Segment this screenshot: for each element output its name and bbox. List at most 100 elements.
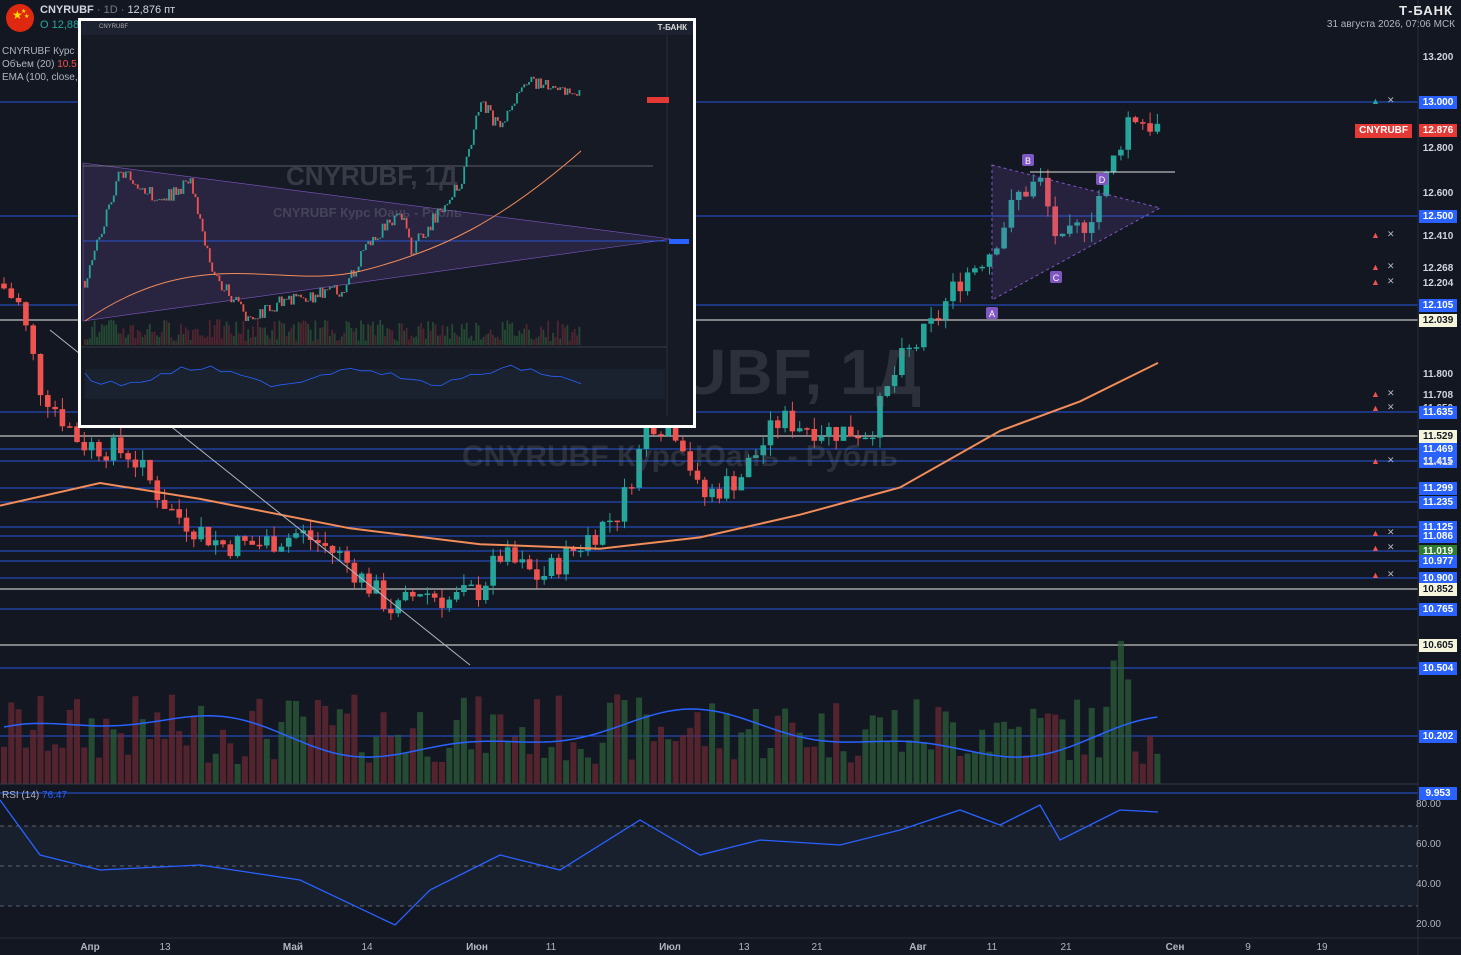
inset-volume-bar [451, 323, 454, 345]
volume-bar [168, 694, 175, 784]
candle [176, 509, 182, 518]
volume-bar [884, 741, 891, 784]
candle [234, 536, 241, 557]
inset-candle [576, 94, 578, 96]
inset-volume-bar [439, 335, 442, 345]
close-icon[interactable]: ✕ [1387, 229, 1395, 239]
volume-bar [548, 746, 555, 784]
inset-volume-bar [124, 337, 127, 345]
interval[interactable]: 1D [103, 4, 118, 16]
alert-bell-icon[interactable]: ▲ [1371, 403, 1380, 413]
rsi-legend[interactable]: RSI (14) 76.47 [2, 790, 68, 801]
inset-candle [367, 241, 370, 245]
candle [198, 526, 204, 540]
close-icon[interactable]: ✕ [1387, 569, 1395, 579]
volume-bar [1001, 721, 1008, 784]
time-label: Сен [1165, 942, 1185, 953]
close-icon[interactable]: ✕ [1387, 276, 1395, 286]
candle [52, 406, 58, 410]
price-label: 10.504 [1419, 662, 1457, 675]
candle [264, 536, 270, 546]
time-label: Июл [659, 942, 681, 953]
inset-candle [189, 178, 192, 184]
inset-candle [242, 304, 245, 312]
inset-candle [422, 233, 425, 238]
alert-bell-icon[interactable]: ▲ [1371, 543, 1380, 553]
close-icon[interactable]: ✕ [1387, 402, 1395, 412]
time-label: 9 [1245, 942, 1251, 953]
price-label: 10.977 [1419, 555, 1457, 568]
candle [935, 318, 942, 320]
inset-candle [268, 304, 271, 312]
volume-bar [1096, 757, 1102, 784]
inset-candle [429, 226, 432, 231]
harmonic-pattern [991, 164, 1162, 301]
alert-bell-icon[interactable]: ▲ [1371, 456, 1380, 466]
alert-bell-icon[interactable]: ▲ [1371, 389, 1380, 399]
inset-volume-bar [271, 330, 274, 345]
candle [1074, 222, 1080, 226]
pattern-label: D [1099, 175, 1106, 185]
inset-volume-bar [499, 339, 502, 345]
legend-description[interactable]: CNYRUBF Курс Юа [2, 46, 93, 57]
volume-bar [694, 712, 701, 784]
inset-volume-bar [480, 339, 482, 345]
alert-bell-icon[interactable]: ▲ [1371, 570, 1380, 580]
alert-bell-icon[interactable]: ▲ [1371, 277, 1380, 287]
legend-volume[interactable]: Объем (20) 10.5 [2, 59, 77, 70]
alert-bell-icon[interactable]: ▲ [1371, 96, 1380, 106]
volume-bar [154, 712, 161, 784]
inset-candle [112, 195, 115, 203]
inset-volume-bar [396, 340, 398, 345]
inset-volume-bar [374, 335, 377, 345]
candle [439, 597, 445, 608]
candle [789, 410, 796, 432]
legend-ema[interactable]: EMA (100, close, 0 [2, 72, 86, 83]
volume-bar [1074, 699, 1081, 784]
inset-volume-bar [319, 328, 322, 345]
alert-bell-icon[interactable]: ▲ [1371, 230, 1380, 240]
volume-bar [804, 747, 810, 784]
candle [731, 476, 737, 491]
volume-bar [285, 700, 292, 784]
inset-volume-bar [134, 338, 137, 345]
close-icon[interactable]: ✕ [1387, 95, 1395, 105]
inset-symbol: CNYRUBF [99, 24, 129, 30]
candle [599, 521, 606, 545]
inset-candle [573, 93, 576, 95]
alert-bell-icon[interactable]: ▲ [1371, 262, 1380, 272]
inset-candle [93, 250, 96, 261]
volume-bar [88, 718, 95, 784]
volume-bar [847, 762, 854, 784]
close-icon[interactable]: ✕ [1387, 527, 1395, 537]
inset-candle [568, 88, 571, 94]
volume-bar [497, 714, 504, 784]
candle [490, 555, 496, 586]
inset-candle [84, 281, 86, 288]
inset-volume-bar [492, 334, 494, 345]
candle [1045, 177, 1051, 207]
price-label: 11.708 [1422, 390, 1454, 401]
inset-volume-bar [218, 319, 221, 345]
inset-candle [453, 184, 456, 198]
volume-bar [59, 747, 66, 784]
price-label: 11.411 [1423, 457, 1453, 468]
close-icon[interactable]: ✕ [1387, 455, 1395, 465]
inset-candle [501, 122, 504, 128]
inset-candle [249, 316, 252, 318]
close-icon[interactable]: ✕ [1387, 388, 1395, 398]
inset-volume-bar [475, 322, 478, 345]
symbol-info[interactable]: CNYRUBF · 1D · 12,876 пт [40, 4, 176, 16]
close-icon[interactable]: ✕ [1387, 542, 1395, 552]
candle [585, 535, 591, 551]
price-label: 11.415 [1419, 455, 1457, 468]
inset-volume-bar [350, 327, 353, 345]
inset-candle [465, 156, 468, 167]
inset-candle [446, 203, 449, 206]
volume-bar [555, 695, 562, 784]
alert-bell-icon[interactable]: ▲ [1371, 528, 1380, 538]
close-icon[interactable]: ✕ [1387, 261, 1395, 271]
inset-candle [480, 102, 482, 112]
volume-bar [1125, 679, 1132, 784]
